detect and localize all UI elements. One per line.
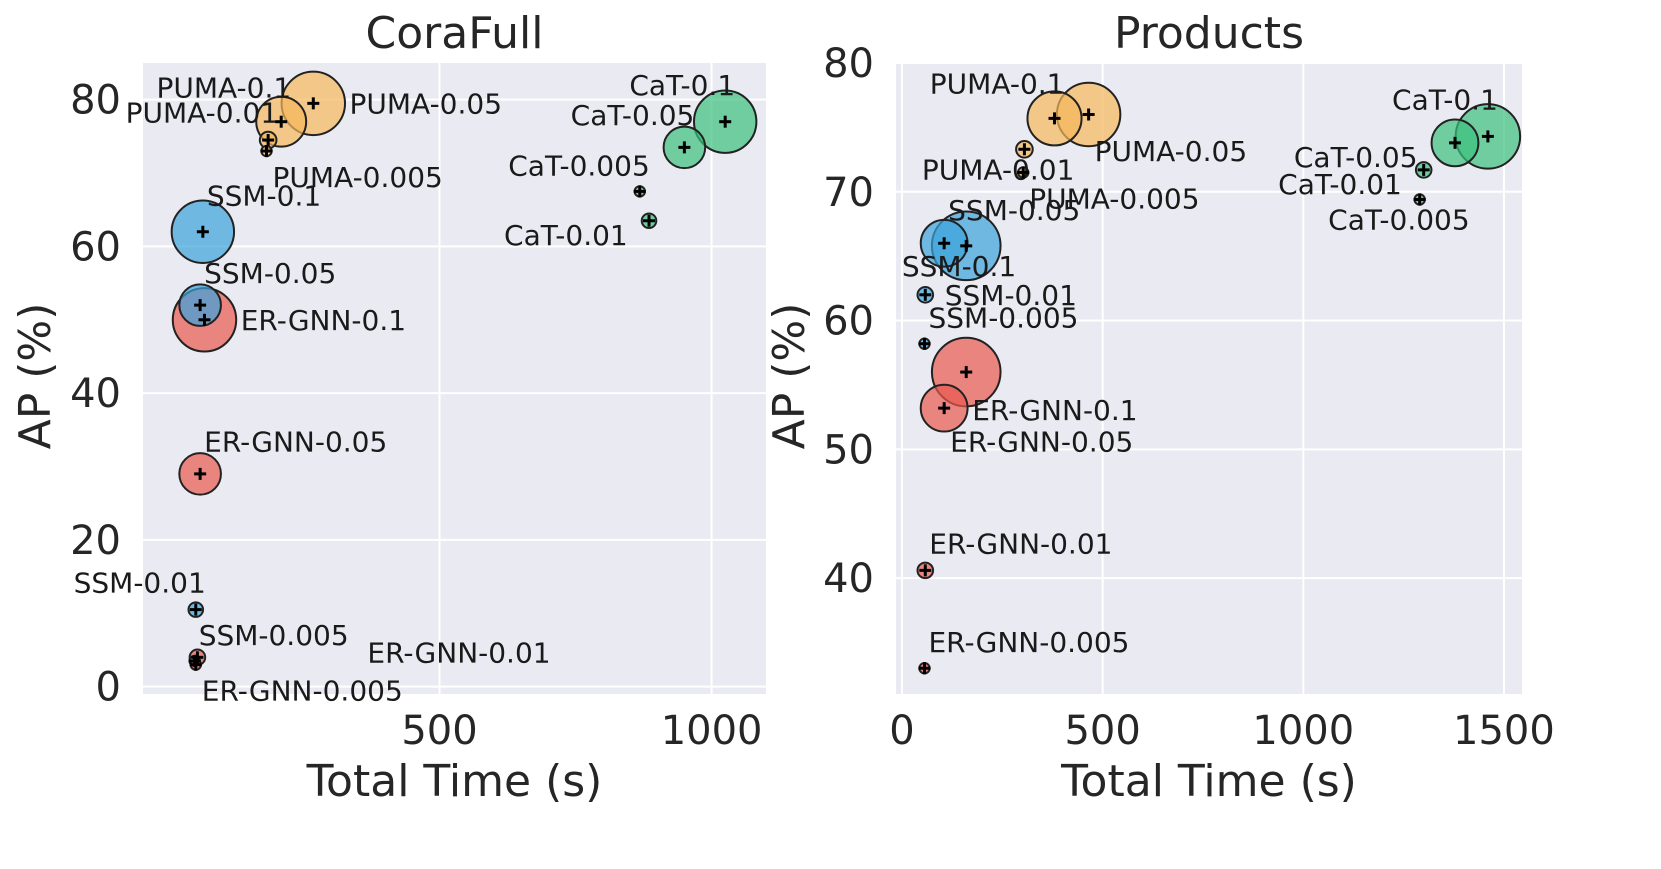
- point-label: PUMA-0.1: [930, 68, 1065, 101]
- point-label: CaT-0.05: [1294, 141, 1418, 174]
- x-tick-label: 1000: [1252, 708, 1354, 754]
- point-label: CaT-0.005: [508, 149, 650, 182]
- chart-title: Products: [1114, 8, 1304, 59]
- point-label: ER-GNN-0.01: [929, 527, 1112, 560]
- y-tick-label: 60: [823, 299, 874, 345]
- y-axis-label: AP (%): [10, 303, 61, 450]
- chart-title: CoraFull: [366, 8, 544, 59]
- y-tick-label: 60: [70, 224, 121, 270]
- y-tick-label: 20: [70, 518, 121, 564]
- y-tick-label: 80: [823, 41, 874, 87]
- point-label: CaT-0.05: [571, 99, 695, 132]
- point-label: SSM-0.01: [945, 279, 1077, 312]
- point-label: SSM-0.1: [902, 250, 1016, 283]
- y-tick-label: 0: [96, 665, 121, 711]
- point-label: CaT-0.1: [629, 69, 735, 102]
- x-axis-label: Total Time (s): [306, 756, 603, 807]
- point-label: ER-GNN-0.1: [241, 304, 406, 337]
- point-label: ER-GNN-0.05: [204, 426, 387, 459]
- point-label: PUMA-0.005: [273, 161, 443, 194]
- point-label: PUMA-0.05: [1095, 135, 1248, 168]
- plot-area: [143, 63, 766, 694]
- point-label: SSM-0.05: [204, 257, 336, 290]
- point-label: CaT-0.01: [1278, 168, 1402, 201]
- point-label: PUMA-0.05: [350, 87, 503, 120]
- x-tick-label: 500: [401, 708, 477, 754]
- point-label: SSM-0.1: [207, 179, 321, 212]
- point-label: ER-GNN-0.05: [950, 425, 1133, 458]
- y-tick-label: 40: [70, 371, 121, 417]
- point-label: PUMA-0.005: [1029, 183, 1199, 216]
- x-tick-label: 1500: [1453, 708, 1555, 754]
- point-label: ER-GNN-0.005: [202, 675, 403, 708]
- x-tick-label: 0: [889, 708, 914, 754]
- point-label: CaT-0.01: [504, 219, 628, 252]
- point-label: SSM-0.005: [199, 619, 349, 652]
- y-tick-label: 80: [70, 78, 121, 124]
- point-label: CaT-0.1: [1392, 84, 1498, 117]
- point-label: SSM-0.005: [928, 302, 1078, 335]
- point-label: PUMA-0.01: [922, 153, 1075, 186]
- point-label: ER-GNN-0.01: [367, 636, 550, 669]
- point-label: SSM-0.01: [74, 567, 206, 600]
- point-label: SSM-0.05: [948, 194, 1080, 227]
- point-label: PUMA-0.1: [156, 72, 291, 105]
- y-tick-label: 50: [823, 427, 874, 473]
- point-label: ER-GNN-0.1: [972, 394, 1137, 427]
- point-label: CaT-0.005: [1328, 204, 1470, 237]
- chart-panel-products: 0 500 1000 1500 40 50 60 70 80 Products Total Time…: [764, 8, 1555, 807]
- chart-panel-corafull: 500 1000 0 20 40 60 80 CoraFull Total Time (s) AP…: [10, 8, 766, 807]
- x-axis-label: Total Time (s): [1060, 756, 1357, 807]
- x-tick-label: 1000: [661, 708, 763, 754]
- y-tick-label: 70: [823, 170, 874, 216]
- point-label: PUMA-0.01: [126, 97, 279, 130]
- x-tick-label: 500: [1064, 708, 1140, 754]
- point-label: ER-GNN-0.005: [928, 626, 1129, 659]
- y-axis-label: AP (%): [764, 303, 815, 450]
- y-tick-label: 40: [823, 556, 874, 602]
